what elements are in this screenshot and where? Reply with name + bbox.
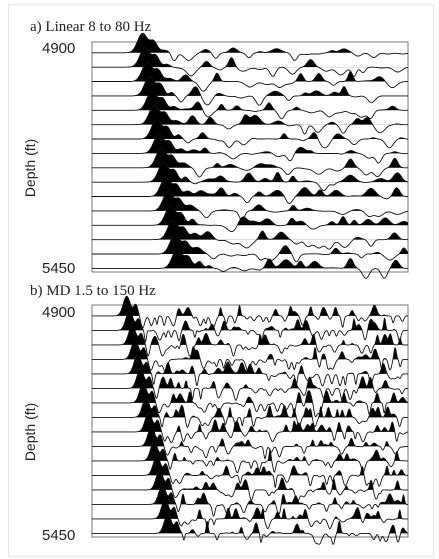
- trace-fill: [92, 441, 408, 461]
- trace-line: [92, 119, 408, 149]
- trace-line: [92, 295, 408, 329]
- trace-line: [92, 382, 409, 418]
- trace-fill: [92, 220, 408, 240]
- panel-frame: [91, 304, 409, 538]
- trace-line: [92, 368, 408, 401]
- trace-fill: [92, 47, 408, 68]
- trace-line: [92, 248, 408, 279]
- trace-line: [92, 90, 408, 120]
- trace-line: [92, 484, 408, 517]
- panel-frame: [91, 41, 409, 273]
- trace-line: [92, 310, 408, 344]
- panel-b-depth-top-label: 4900: [42, 304, 76, 321]
- trace-fill: [92, 90, 408, 111]
- trace-fill: [92, 191, 408, 211]
- panel-a-depth-top-label: 4900: [42, 40, 76, 57]
- trace-fill: [92, 133, 408, 154]
- trace-line: [92, 324, 408, 357]
- trace-fill: [92, 105, 408, 125]
- trace-line: [92, 47, 409, 77]
- panel-a-depth-bottom-label: 5450: [42, 260, 76, 277]
- trace-fill: [92, 248, 408, 269]
- trace-fill: [92, 310, 408, 331]
- panel-b-title: b) MD 1.5 to 150 Hz: [30, 283, 156, 299]
- trace-fill: [92, 162, 408, 183]
- trace-line: [92, 147, 408, 178]
- trace-fill: [92, 339, 408, 360]
- trace-fill: [92, 148, 408, 168]
- trace-line: [92, 162, 409, 191]
- trace-line: [92, 513, 409, 545]
- trace-line: [92, 455, 408, 488]
- trace-line: [92, 426, 408, 460]
- panel-b-depth-bottom-label: 5450: [42, 527, 76, 544]
- trace-line: [92, 61, 408, 92]
- trace-line: [92, 32, 409, 62]
- trace-fill: [92, 455, 408, 476]
- trace-fill: [92, 296, 408, 316]
- trace-fill: [92, 33, 408, 53]
- trace-line: [92, 176, 408, 204]
- trace-line: [92, 440, 408, 474]
- trace-line: [92, 234, 409, 263]
- trace-fill: [92, 412, 408, 432]
- trace-line: [92, 411, 408, 444]
- panel-a-plot: [91, 32, 409, 279]
- trace-fill: [92, 368, 408, 389]
- trace-fill: [92, 62, 408, 82]
- trace-line: [92, 397, 408, 431]
- trace-fill: [92, 177, 408, 197]
- trace-line: [92, 498, 408, 530]
- trace-line: [92, 353, 408, 387]
- trace-line: [92, 104, 408, 135]
- trace-fill: [92, 76, 408, 96]
- trace-fill: [92, 499, 408, 519]
- trace-line: [92, 133, 408, 164]
- trace-line: [92, 219, 408, 250]
- trace-fill: [92, 484, 408, 505]
- trace-fill: [92, 205, 408, 226]
- trace-line: [92, 75, 408, 106]
- trace-fill: [92, 234, 408, 255]
- trace-fill: [92, 513, 408, 534]
- panel-b-plot: [91, 295, 409, 545]
- trace-fill: [92, 325, 408, 345]
- trace-line: [92, 190, 409, 221]
- trace-line: [92, 205, 409, 232]
- trace-line: [92, 469, 408, 503]
- panel-a-title: a) Linear 8 to 80 Hz: [30, 19, 152, 35]
- trace-fill: [92, 397, 408, 418]
- trace-fill: [92, 354, 408, 374]
- trace-fill: [92, 119, 408, 140]
